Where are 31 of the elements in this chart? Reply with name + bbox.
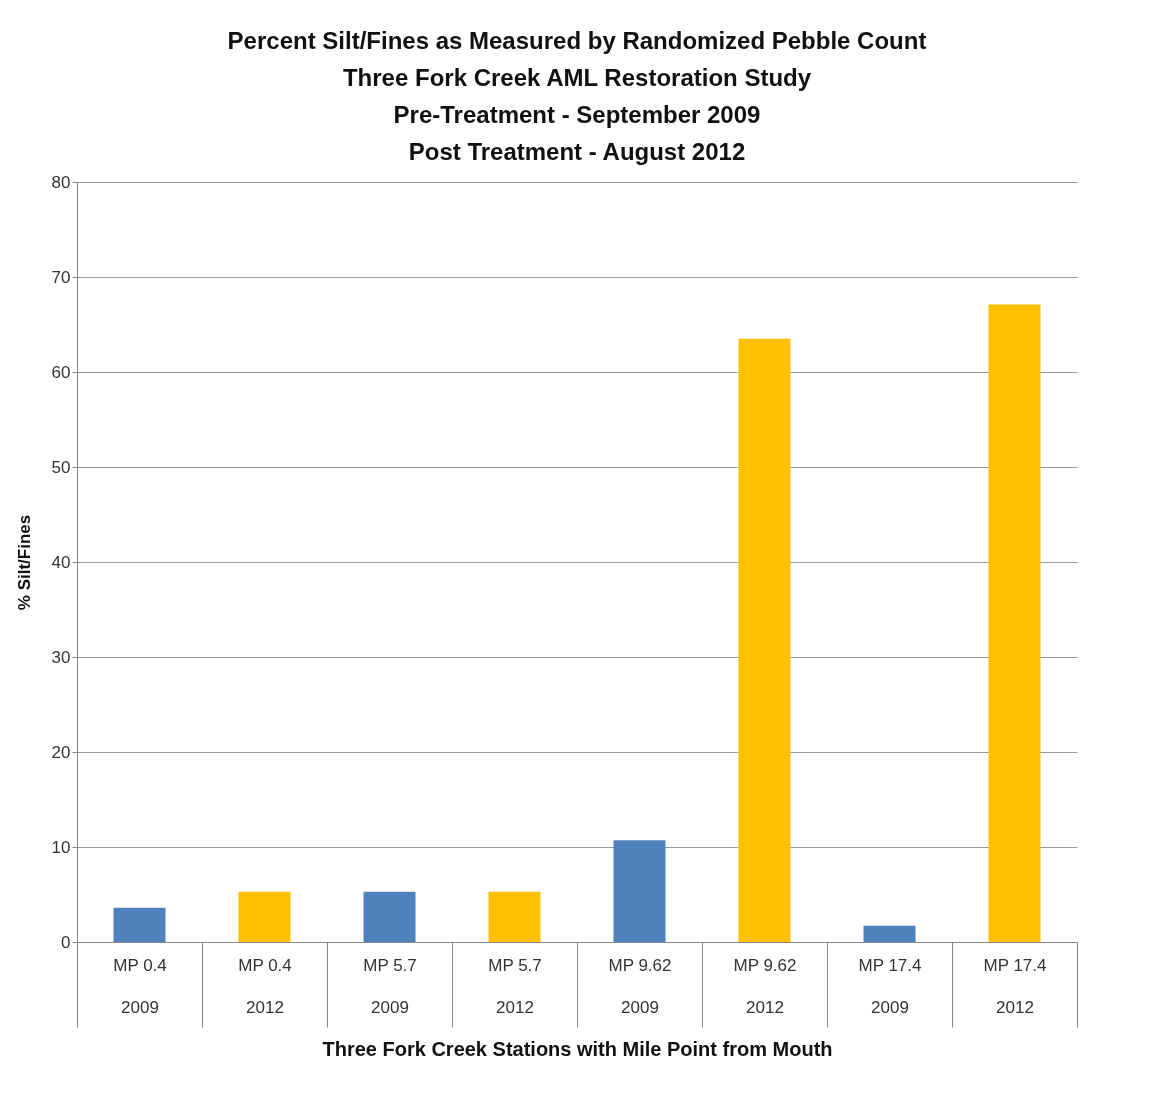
bar [738, 338, 791, 942]
category-label: MP 5.7 2012 [488, 955, 542, 1017]
bar [113, 907, 166, 942]
category-label: MP 9.62 2009 [608, 955, 672, 1017]
category-label: MP 0.4 2009 [113, 955, 167, 1017]
y-tick-label: 10 [51, 837, 71, 857]
bar [488, 891, 541, 942]
y-tick-label: 60 [51, 362, 71, 382]
y-axis-title: % Silt/Fines [14, 514, 34, 611]
category-label: MP 0.4 2012 [238, 955, 292, 1017]
y-tick-label: 70 [51, 267, 71, 287]
y-tick-label: 80 [51, 172, 71, 192]
x-axis-title: Three Fork Creek Stations with Mile Point from Mouth [322, 1038, 833, 1060]
text: Percent Silt/Fines as Measured by Randomized Pebble Count [227, 27, 927, 54]
y-tick-label: 0 [61, 932, 71, 952]
bar [863, 925, 916, 942]
bar [238, 891, 291, 942]
y-tick-label: 50 [51, 457, 71, 477]
category-label: MP 5.7 2009 [363, 955, 417, 1017]
text: Post Treatment - August 2012 [408, 138, 746, 165]
text: Three Fork Creek AML Restoration Study [342, 64, 812, 91]
bar [613, 840, 666, 942]
y-tick-label: 30 [51, 647, 71, 667]
category-label: MP 9.62 2012 [733, 955, 797, 1017]
bar [988, 304, 1041, 942]
category-label: MP 17.4 2009 [858, 955, 922, 1017]
category-label: MP 17.4 2012 [983, 955, 1047, 1017]
y-tick-label: 40 [51, 552, 71, 572]
bar [363, 891, 416, 942]
y-tick-label: 20 [51, 742, 71, 762]
text: Pre-Treatment - September 2009 [393, 101, 761, 128]
